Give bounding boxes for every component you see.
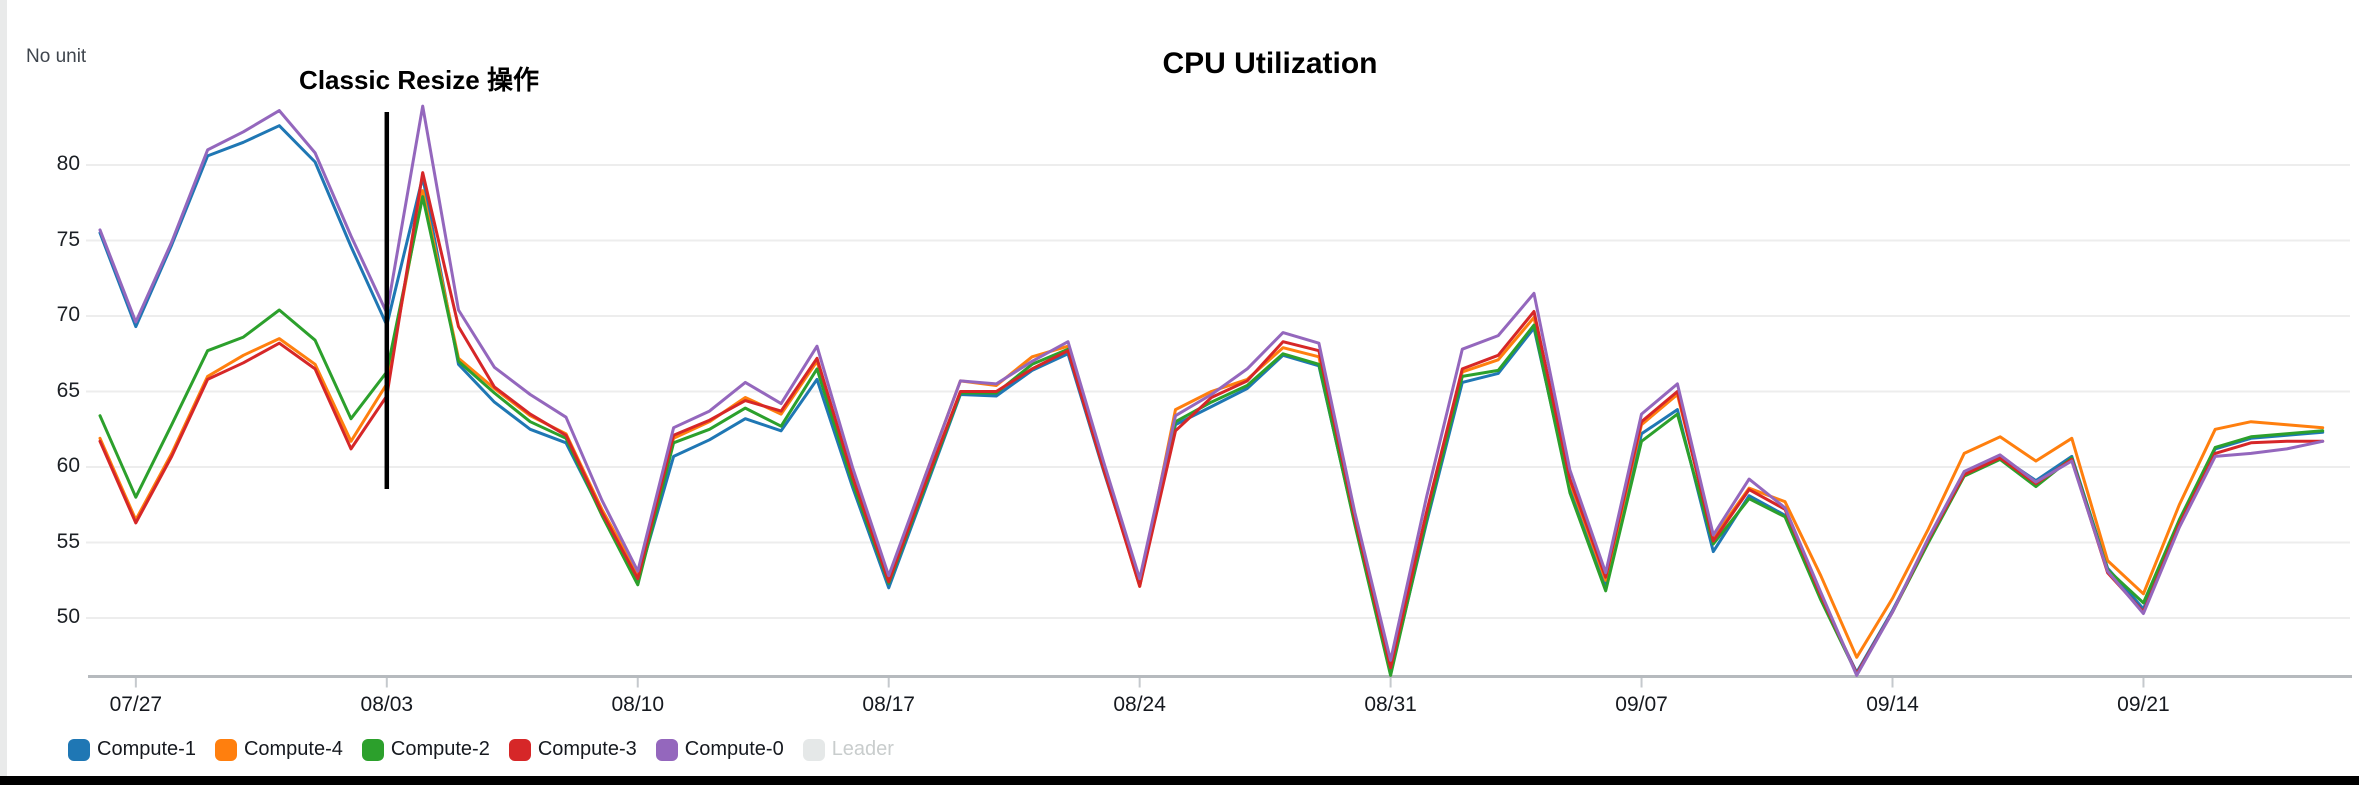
y-tick-label-50: 50 [56, 605, 80, 628]
y-tick-label-70: 70 [56, 303, 80, 326]
legend-label-compute-0: Compute-0 [684, 738, 784, 760]
legend-label-compute-3: Compute-3 [537, 738, 637, 760]
window-bottom-bar [0, 776, 2359, 785]
legend-label-compute-1: Compute-1 [97, 738, 196, 760]
legend-item-compute-2[interactable]: Compute-2 [361, 738, 490, 761]
legend-swatch-leader [802, 738, 825, 761]
legend-item-compute-0[interactable]: Compute-0 [655, 738, 784, 761]
series-line-compute-2 [98, 195, 2325, 677]
chart-title: CPU Utilization [1162, 47, 1378, 80]
series-line-compute-0 [98, 104, 2325, 677]
y-tick-label-65: 65 [56, 378, 80, 402]
series-line-compute-4 [98, 189, 2325, 673]
legend-item-compute-1[interactable]: Compute-1 [68, 738, 196, 761]
x-tick-label-08/03: 08/03 [360, 693, 414, 716]
x-tick-label-08/24: 08/24 [1113, 693, 1166, 716]
y-tick-label-55: 55 [56, 529, 80, 553]
x-tick-label-07/27: 07/27 [109, 693, 163, 716]
legend-label-compute-2: Compute-2 [390, 738, 490, 760]
y-tick-label-80: 80 [56, 152, 80, 175]
legend-item-leader[interactable]: Leader [802, 738, 894, 761]
y-axis-unit-label: No unit [26, 46, 87, 67]
legend-label-compute-4: Compute-4 [243, 738, 343, 760]
legend-swatch-compute-0 [655, 738, 678, 761]
legend-item-compute-3[interactable]: Compute-3 [508, 738, 637, 761]
x-tick-label-09/07: 09/07 [1615, 693, 1668, 716]
y-tick-label-75: 75 [56, 227, 80, 251]
x-tick-label-08/17: 08/17 [862, 693, 915, 716]
x-tick-label-08/10: 08/10 [611, 693, 665, 716]
x-tick-label-08/31: 08/31 [1364, 693, 1417, 716]
legend-label-leader: Leader [831, 738, 894, 760]
chart-legend: Compute-1 Compute-4 Compute-2 Compute-3 Comp… [68, 738, 913, 761]
legend-item-compute-4[interactable]: Compute-4 [214, 738, 343, 761]
legend-swatch-compute-2 [361, 738, 384, 761]
legend-swatch-compute-3 [508, 738, 531, 761]
legend-swatch-compute-1 [68, 738, 90, 761]
x-tick-label-09/21: 09/21 [2117, 693, 2170, 716]
classic-resize-annotation-label: Classic Resize 操作 [299, 65, 539, 95]
x-tick-label-09/14: 09/14 [1866, 693, 1919, 716]
y-tick-label-60: 60 [56, 454, 80, 477]
legend-swatch-compute-4 [214, 738, 237, 761]
window-left-edge [0, 0, 7, 776]
